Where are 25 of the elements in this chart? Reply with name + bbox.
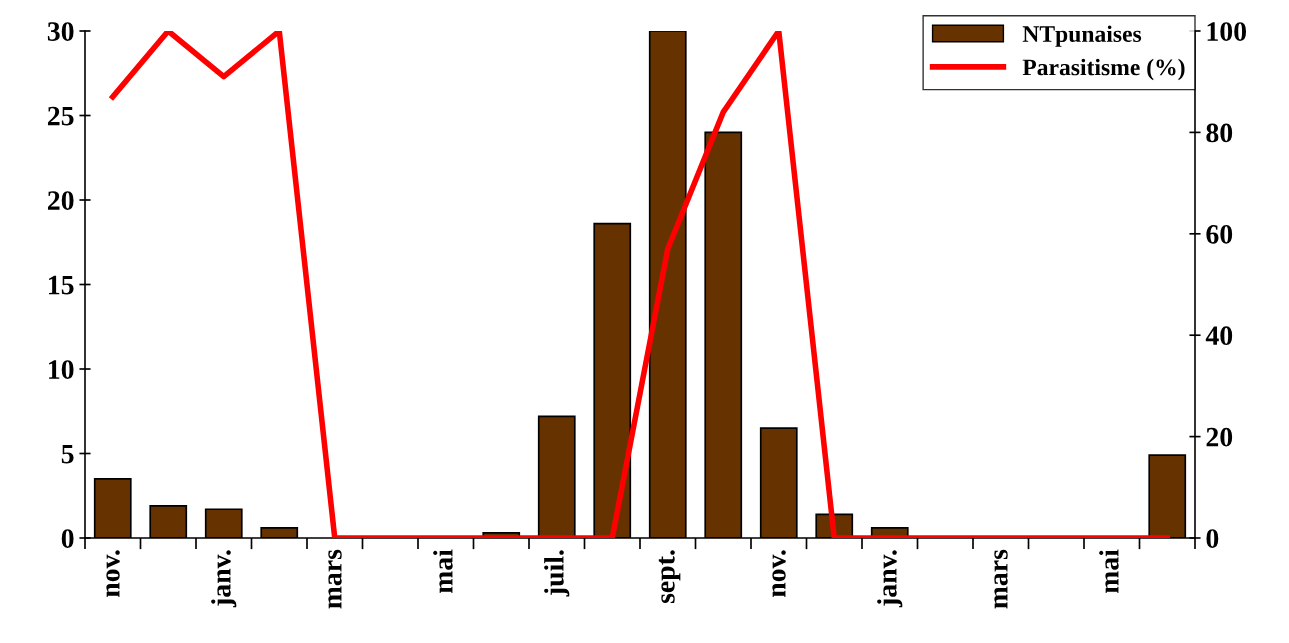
legend-label: NTpunaises (1022, 25, 1142, 47)
y2-tick-label: 100 (1207, 22, 1247, 41)
y2-tick-label: 40 (1205, 326, 1233, 346)
legend-label: Parasitisme (%) (1022, 58, 1185, 81)
y-tick-label: 30 (47, 22, 74, 41)
y-tick-label: 20 (47, 191, 74, 210)
y2-tick-label: 20 (1206, 427, 1233, 447)
y2-tick-label: 0 (1206, 529, 1219, 548)
x-tick-label: janv. (877, 550, 903, 608)
x-tick-label: nov. (772, 550, 786, 598)
x-tick-label: mars (328, 549, 342, 609)
x-tick-label: mai (433, 549, 453, 594)
y-tick-label: 5 (61, 444, 74, 464)
y-tick-label: 0 (61, 529, 74, 548)
x-tick-label: nov. (106, 550, 120, 598)
x-tick-label: sept. (658, 550, 681, 604)
x-tick-label: mars (994, 549, 1008, 609)
x-tick-label: mai (1099, 549, 1119, 594)
y2-tick-label: 60 (1206, 224, 1233, 244)
x-tick-label: juil. (544, 550, 570, 597)
y-tick-label: 10 (49, 360, 74, 379)
y-tick-label: 15 (49, 275, 74, 295)
y2-tick-label: 80 (1206, 123, 1233, 143)
y-tick-label: 25 (47, 106, 74, 126)
x-tick-label: janv. (211, 550, 237, 608)
